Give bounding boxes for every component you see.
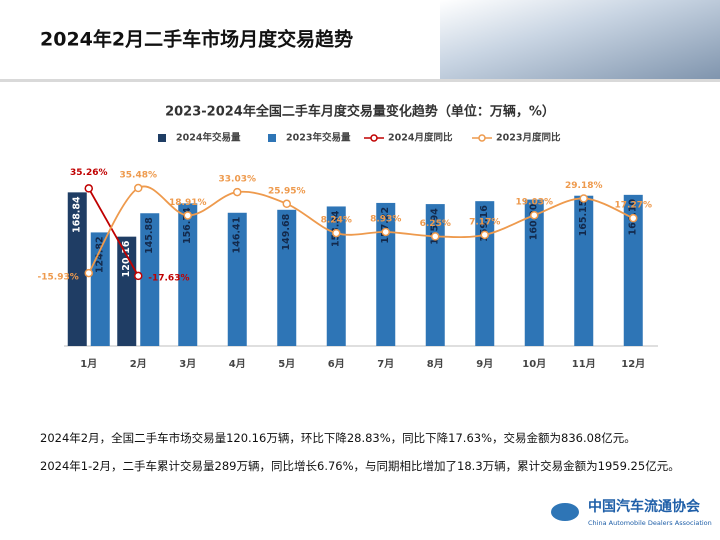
legend-swatch xyxy=(158,134,166,142)
bar-value-label: 168.84 xyxy=(72,196,83,233)
bar-value-label: 153.34 xyxy=(331,210,342,247)
bar xyxy=(623,194,643,346)
x-tick-label: 4月 xyxy=(229,358,246,370)
legend-label: 2024月度同比 xyxy=(388,132,453,144)
bar-value-label: 165.15 xyxy=(578,200,589,237)
legend-label: 2023年交易量 xyxy=(286,132,351,144)
x-tick-label: 5月 xyxy=(278,358,295,370)
line-value-label: 17.27% xyxy=(615,201,653,211)
bar-value-label: 159.16 xyxy=(479,205,490,242)
bar-value-label: 146.41 xyxy=(232,217,243,254)
x-tick-label: 9月 xyxy=(476,358,493,370)
logo-subtitle: China Automobile Dealers Association xyxy=(588,519,712,527)
line-value-label: -15.93% xyxy=(38,273,79,283)
bar xyxy=(425,204,445,346)
bar xyxy=(574,195,594,346)
bar-value-label: 124.82 xyxy=(95,236,106,273)
bar-value-label: 160.90 xyxy=(529,203,540,240)
line-marker xyxy=(84,268,93,278)
legend-swatch xyxy=(478,134,486,142)
header-rule xyxy=(0,79,720,82)
bar xyxy=(277,209,297,346)
line-marker xyxy=(381,227,390,237)
bar xyxy=(326,206,346,346)
line-value-label: 35.26% xyxy=(70,168,108,178)
x-tick-label: 6月 xyxy=(328,358,345,370)
logo-icon xyxy=(551,503,579,521)
bar xyxy=(475,201,495,346)
line-marker xyxy=(282,199,291,209)
bar xyxy=(178,203,198,346)
line-marker xyxy=(629,213,638,223)
line-value-label: -17.63% xyxy=(148,273,189,283)
legend-swatch xyxy=(268,134,276,142)
line-value-label: 7.17% xyxy=(469,217,500,227)
bar-value-label: 120.16 xyxy=(121,240,132,277)
line-value-label: 19.03% xyxy=(516,198,554,208)
note: 2024年2月，全国二手车市场交易量120.16万辆，环比下降28.83%，同比… xyxy=(40,431,636,445)
x-tick-label: 3月 xyxy=(179,358,196,370)
line-marker xyxy=(332,228,341,238)
bar xyxy=(524,199,544,346)
bar xyxy=(67,192,87,346)
line-marker xyxy=(134,183,143,193)
bar xyxy=(376,202,396,346)
bar-value-label: 157.22 xyxy=(380,207,391,244)
line-marker xyxy=(84,184,93,193)
line-value-label: 8.93% xyxy=(370,214,401,224)
x-tick-label: 7月 xyxy=(377,358,394,370)
bar-value-label: 145.88 xyxy=(144,217,155,254)
legend-swatch xyxy=(370,134,378,142)
bar-value-label: 155.94 xyxy=(430,208,441,245)
note: 2024年1-2月，二手车累计交易量289万辆，同比增长6.76%，与同期相比增… xyxy=(40,459,680,473)
x-tick-label: 8月 xyxy=(427,358,444,370)
line-marker xyxy=(530,210,539,220)
legend-label: 2023月度同比 xyxy=(496,132,561,144)
bar-value-label: 149.68 xyxy=(281,213,292,250)
line-marker xyxy=(431,232,440,241)
x-tick-label: 1月 xyxy=(80,358,97,370)
line-value-label: 18.91% xyxy=(169,198,207,208)
x-tick-label: 10月 xyxy=(522,358,546,370)
bar-value-label: 156.74 xyxy=(182,207,193,244)
header-photo xyxy=(440,0,720,80)
logo: 中国汽车流通协会 China Automobile Dealers Associ… xyxy=(551,498,712,527)
line-marker xyxy=(480,230,489,240)
line-value-label: 35.48% xyxy=(120,171,158,181)
line-value-label: 6.25% xyxy=(420,219,451,229)
page-title: 2024年2月二手车市场月度交易趋势 xyxy=(40,28,353,51)
logo-name: 中国汽车流通协会 xyxy=(588,498,701,515)
line-value-label: 29.18% xyxy=(565,181,603,191)
line-marker xyxy=(579,194,588,203)
line-value-label: 8.24% xyxy=(321,216,352,226)
x-tick-label: 11月 xyxy=(572,358,596,370)
bar xyxy=(227,212,247,346)
chart-title: 2023-2024年全国二手车月度交易量变化趋势（单位：万辆，%） xyxy=(165,104,555,120)
line-value-label: 25.95% xyxy=(268,186,306,196)
bar xyxy=(140,213,160,346)
x-tick-label: 12月 xyxy=(621,358,645,370)
line-marker xyxy=(183,211,192,220)
line-marker xyxy=(233,187,242,197)
legend-label: 2024年交易量 xyxy=(176,132,241,144)
line-marker xyxy=(134,271,143,281)
x-tick-label: 2月 xyxy=(130,358,147,370)
line xyxy=(87,187,140,277)
line-value-label: 33.03% xyxy=(219,175,257,185)
